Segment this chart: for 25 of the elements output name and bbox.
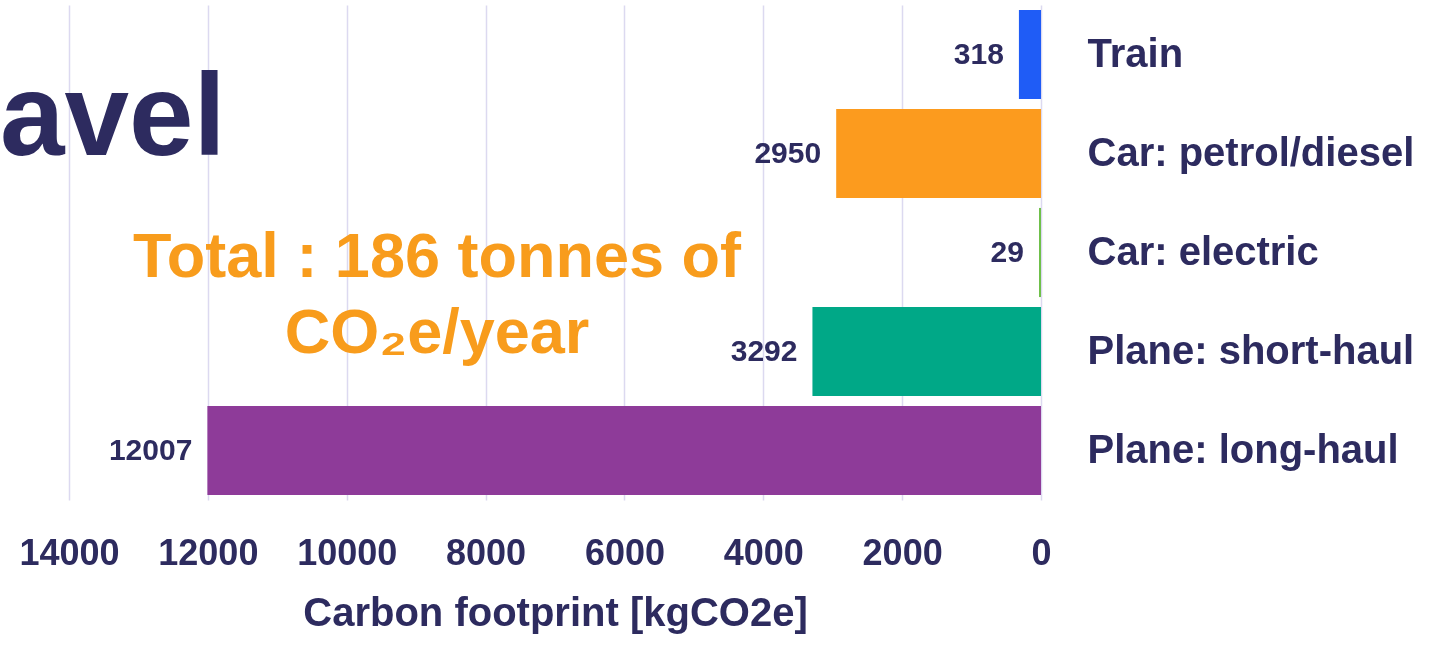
y-tick-label: Car: electric [1087, 228, 1319, 273]
y-tick-label: Train [1087, 30, 1184, 75]
bar [812, 306, 1041, 397]
bar [1038, 207, 1041, 298]
data-label: 2950 [754, 135, 822, 169]
x-axis-title: Carbon footprint [kgCO2e] [303, 589, 808, 634]
x-tick-label: 4000 [723, 531, 804, 573]
x-tick-label: 14000 [19, 531, 120, 573]
y-tick-label: Plane: long-haul [1087, 426, 1399, 471]
y-tick-label: Car: petrol/diesel [1087, 129, 1415, 174]
x-tick-label: 2000 [862, 531, 943, 573]
x-tick-label: 6000 [584, 531, 665, 573]
y-tick-label: Plane: short-haul [1087, 327, 1415, 372]
data-label: 12007 [108, 432, 193, 466]
data-label: 3292 [730, 333, 798, 367]
bar [836, 108, 1041, 199]
x-tick-label: 0 [1031, 531, 1052, 573]
data-label: 29 [990, 234, 1024, 268]
bar [207, 405, 1041, 496]
x-tick-label: 8000 [446, 531, 527, 573]
x-tick-label: 10000 [297, 531, 398, 573]
x-tick-label: 12000 [158, 531, 259, 573]
bar [1018, 9, 1041, 100]
chart-title: avel [0, 50, 226, 180]
data-label: 318 [953, 36, 1004, 70]
